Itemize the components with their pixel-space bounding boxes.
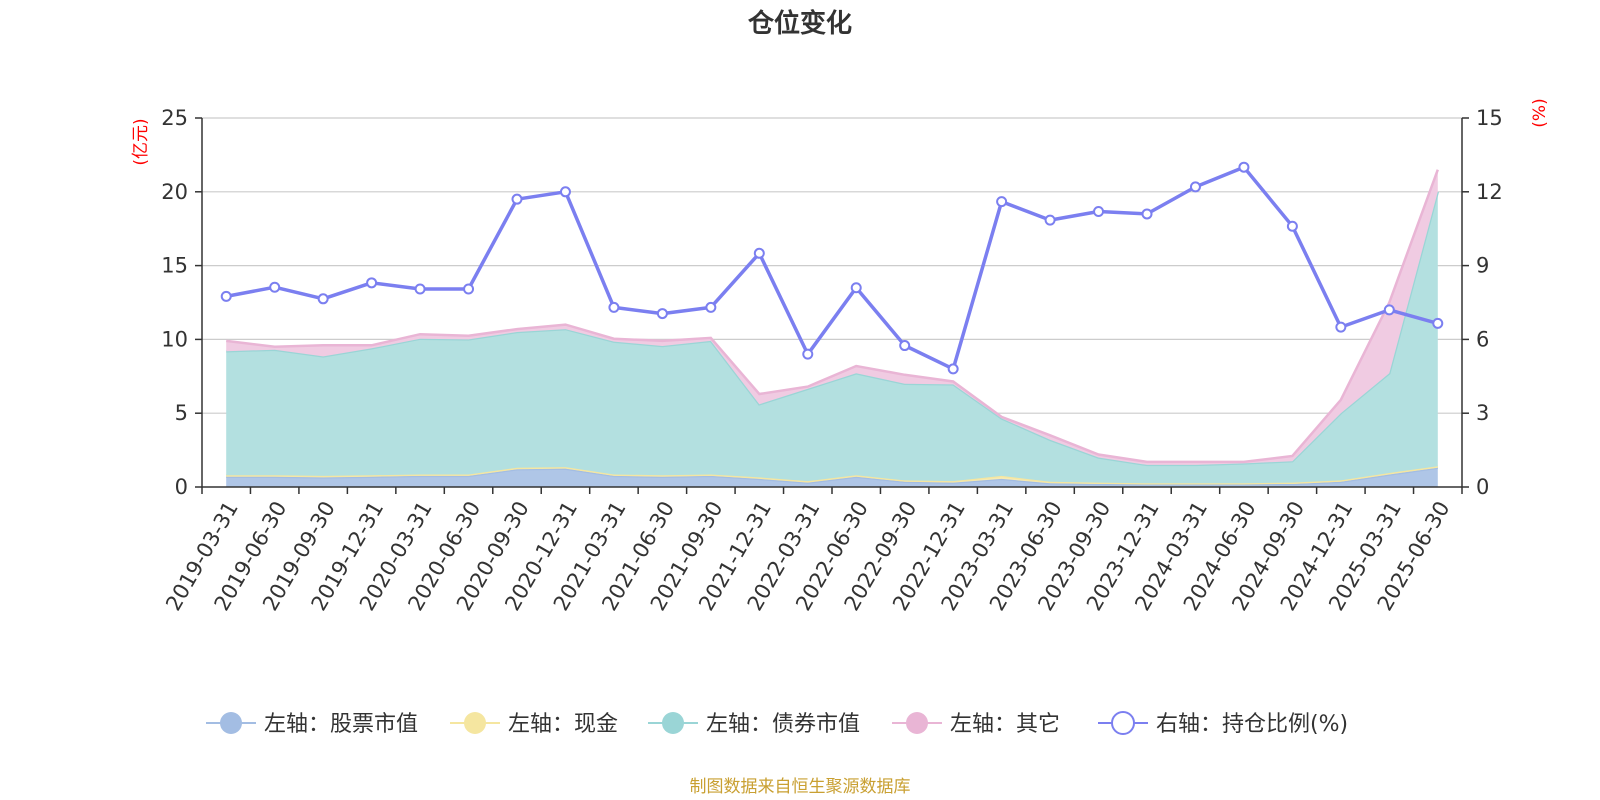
area-股票市值 (226, 467, 1438, 487)
right-axis-unit: (%) (1530, 98, 1550, 127)
right-tick-label: 9 (1476, 254, 1489, 278)
ratio-point (317, 293, 329, 305)
right-tick-label: 6 (1476, 327, 1489, 351)
ratio-point (463, 283, 475, 295)
legend-label: 左轴：其它 (950, 712, 1060, 737)
ratio-point (1335, 321, 1347, 333)
legend-item: 右轴：持仓比例(%) (1098, 711, 1348, 737)
ratio-point (1093, 205, 1105, 217)
ratio-point (366, 277, 378, 289)
legend-marker (1111, 711, 1135, 735)
ratio-point (220, 290, 232, 302)
left-tick-label: 15 (161, 254, 188, 278)
legend-label: 左轴：债券市值 (706, 712, 860, 737)
area-其它 (226, 169, 1438, 465)
ratio-point (608, 301, 620, 313)
legend-label: 左轴：股票市值 (264, 712, 418, 737)
left-axis-unit: (亿元) (131, 118, 151, 165)
left-tick-label: 25 (161, 106, 188, 130)
left-tick-label: 0 (175, 475, 188, 499)
ratio-point (753, 247, 765, 259)
ratio-point (1383, 304, 1395, 316)
ratio-point (511, 193, 523, 205)
legend-label: 左轴：现金 (508, 712, 618, 737)
left-tick-label: 5 (175, 401, 188, 425)
ratio-point (269, 281, 281, 293)
right-tick-label: 3 (1476, 401, 1489, 425)
area-edge-其它 (226, 169, 1439, 464)
ratio-point (656, 308, 668, 320)
ratio-point (559, 186, 571, 198)
ratio-point (802, 348, 814, 360)
ratio-line (225, 165, 1439, 371)
legend-item: 左轴：股票市值 (206, 712, 418, 737)
legend-item: 左轴：其它 (892, 712, 1060, 737)
area-债券市值 (226, 191, 1438, 484)
ratio-point (414, 283, 426, 295)
chart-title: 仓位变化 (747, 8, 852, 39)
ratio-point (1238, 161, 1250, 173)
ratio-point (850, 282, 862, 294)
legend-item: 左轴：现金 (450, 712, 618, 737)
legend-marker (464, 712, 486, 734)
right-tick-label: 15 (1476, 106, 1503, 130)
legend-marker (906, 712, 928, 734)
right-tick-label: 0 (1476, 475, 1489, 499)
ratio-point (1189, 181, 1201, 193)
right-tick-label: 12 (1476, 180, 1503, 204)
legend-label: 右轴：持仓比例(%) (1156, 712, 1348, 737)
ratio-point (1432, 317, 1444, 329)
legend-marker (662, 712, 684, 734)
ratio-point (1141, 208, 1153, 220)
legend-marker (220, 712, 242, 734)
legend: 左轴：股票市值 左轴：现金 左轴：债券市值 左轴：其它 右轴：持仓比例(%) (206, 711, 1348, 737)
left-tick-label: 10 (161, 327, 188, 351)
ratio-point (1044, 214, 1056, 226)
data-source-note: 制图数据来自恒生聚源数据库 (690, 777, 911, 797)
legend-item: 左轴：债券市值 (648, 712, 860, 737)
ratio-point (996, 196, 1008, 208)
ratio-point (947, 363, 959, 375)
ratio-line-series (220, 161, 1444, 375)
stacked-areas (226, 169, 1440, 487)
ratio-point (899, 340, 911, 352)
left-tick-label: 20 (161, 180, 188, 204)
ratio-point (1286, 220, 1298, 232)
ratio-point (705, 301, 717, 313)
